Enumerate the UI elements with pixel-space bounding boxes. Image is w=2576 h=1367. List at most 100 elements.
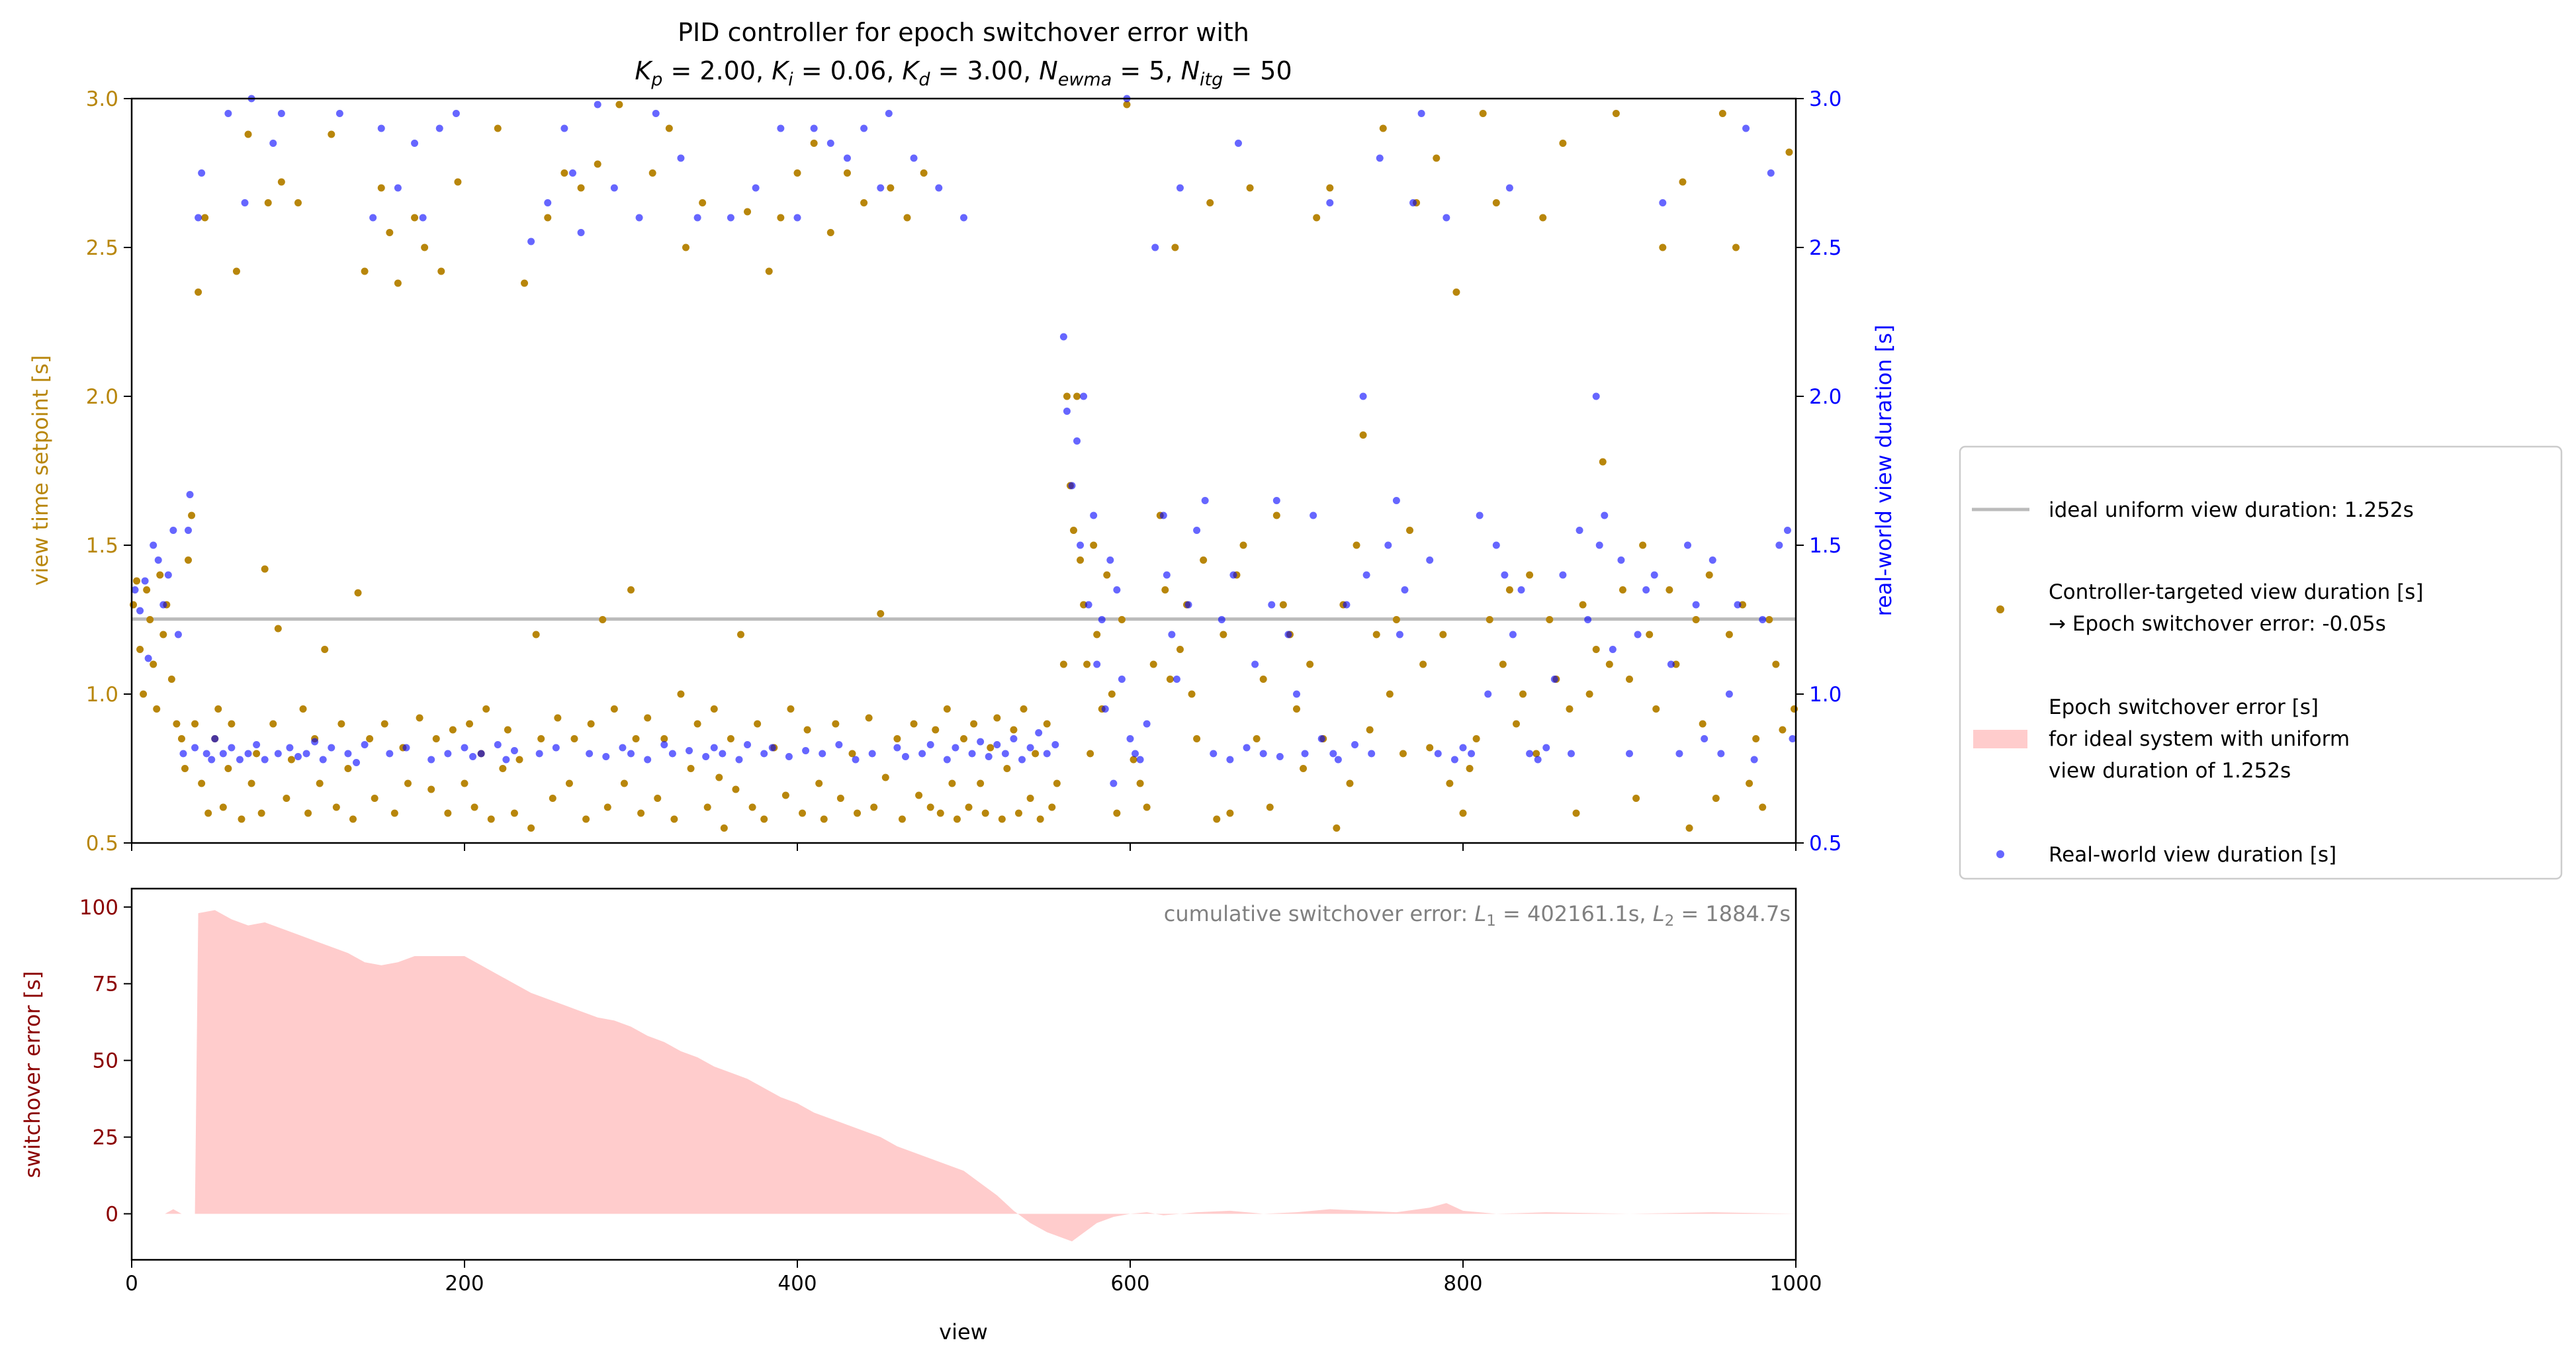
setpoint-point xyxy=(173,720,181,728)
setpoint-point xyxy=(1359,431,1367,439)
param-subscript: d xyxy=(918,69,930,90)
realworld-point xyxy=(1576,527,1583,534)
setpoint-point xyxy=(238,815,245,823)
realworld-point xyxy=(1077,541,1085,549)
realworld-point xyxy=(461,744,468,752)
setpoint-point xyxy=(987,744,995,752)
realworld-point xyxy=(1468,750,1476,758)
setpoint-point xyxy=(390,809,398,817)
setpoint-point xyxy=(515,756,523,764)
setpoint-point xyxy=(224,765,232,772)
legend-error-swatch xyxy=(1973,730,2027,748)
setpoint-point xyxy=(615,101,623,109)
setpoint-point xyxy=(594,160,601,168)
realworld-point xyxy=(502,756,510,764)
setpoint-point xyxy=(1512,720,1520,728)
realworld-point xyxy=(253,741,261,748)
realworld-point xyxy=(1501,571,1509,579)
realworld-point xyxy=(1609,646,1617,653)
setpoint-point xyxy=(1193,735,1201,742)
setpoint-point xyxy=(487,815,495,823)
realworld-point xyxy=(402,744,410,752)
l2-symbol: L xyxy=(1653,901,1665,926)
realworld-point xyxy=(1035,729,1043,736)
realworld-point xyxy=(1063,408,1071,415)
realworld-point xyxy=(195,214,202,222)
realworld-point xyxy=(1409,199,1417,206)
setpoint-point xyxy=(411,214,419,222)
realworld-point xyxy=(328,744,335,752)
left-y-label: view time setpoint [s] xyxy=(28,355,53,586)
realworld-point xyxy=(1234,140,1242,147)
setpoint-point xyxy=(926,803,934,811)
realworld-point xyxy=(785,753,793,760)
realworld-point xyxy=(1396,631,1403,639)
param-subscript: ewma xyxy=(1058,69,1112,90)
realworld-point xyxy=(198,169,206,177)
realworld-point xyxy=(510,747,518,754)
realworld-point xyxy=(1251,660,1259,668)
realworld-point xyxy=(860,124,868,132)
setpoint-point xyxy=(1666,586,1673,594)
setpoint-point xyxy=(1585,690,1593,698)
realworld-point xyxy=(1068,482,1076,490)
setpoint-point xyxy=(244,130,252,138)
setpoint-point xyxy=(361,267,369,275)
realworld-point xyxy=(185,527,193,534)
realworld-point xyxy=(1592,392,1600,400)
setpoint-point xyxy=(1639,541,1647,549)
realworld-point xyxy=(1692,601,1700,609)
setpoint-point xyxy=(744,208,752,216)
l1-value: = 402161.1s, xyxy=(1496,901,1653,926)
realworld-point xyxy=(1789,735,1797,742)
realworld-point xyxy=(452,110,460,117)
setpoint-point xyxy=(710,705,718,713)
setpoint-point xyxy=(253,750,261,758)
realworld-point xyxy=(411,140,419,147)
realworld-point xyxy=(211,735,219,742)
realworld-point xyxy=(652,110,660,117)
realworld-point xyxy=(1526,750,1534,758)
param-value: = 0.06 xyxy=(793,56,887,85)
realworld-point xyxy=(1151,243,1159,251)
realworld-point xyxy=(1272,497,1280,504)
realworld-point xyxy=(1484,690,1492,698)
realworld-point xyxy=(1051,741,1059,748)
x-tick-label: 0 xyxy=(125,1272,138,1296)
realworld-point xyxy=(1243,744,1251,752)
realworld-point xyxy=(1085,601,1092,609)
realworld-point xyxy=(1534,756,1542,764)
realworld-point xyxy=(419,214,427,222)
realworld-point xyxy=(1775,541,1783,549)
realworld-point xyxy=(469,753,477,760)
realworld-point xyxy=(644,756,652,764)
realworld-point xyxy=(1634,631,1642,639)
realworld-point xyxy=(1010,735,1018,742)
setpoint-point xyxy=(1246,184,1254,192)
setpoint-point xyxy=(1020,705,1028,713)
realworld-point xyxy=(1201,497,1209,504)
setpoint-point xyxy=(366,735,374,742)
realworld-point xyxy=(885,110,893,117)
setpoint-point xyxy=(1077,556,1085,564)
realworld-point xyxy=(1725,690,1733,698)
right-y-label: real-world view duration [s] xyxy=(1871,325,1896,617)
setpoint-point xyxy=(1486,616,1493,623)
setpoint-point xyxy=(677,690,685,698)
realworld-point xyxy=(1098,616,1106,623)
realworld-point xyxy=(1517,586,1525,594)
setpoint-point xyxy=(1032,750,1040,758)
legend-setpoint-label-1: Controller-targeted view duration [s] xyxy=(2049,580,2423,604)
setpoint-point xyxy=(1379,124,1387,132)
realworld-point xyxy=(610,184,618,192)
param-subscript: i xyxy=(788,69,793,90)
bottom-y-label: switchover error [s] xyxy=(20,971,45,1178)
left-y-tick-label: 0.5 xyxy=(86,832,118,856)
setpoint-point xyxy=(394,279,402,287)
realworld-point xyxy=(735,756,743,764)
setpoint-point xyxy=(287,756,295,764)
right-y-tick-label: 1.5 xyxy=(1809,534,1842,558)
setpoint-point xyxy=(1048,803,1056,811)
setpoint-point xyxy=(1266,803,1274,811)
realworld-point xyxy=(144,654,152,662)
